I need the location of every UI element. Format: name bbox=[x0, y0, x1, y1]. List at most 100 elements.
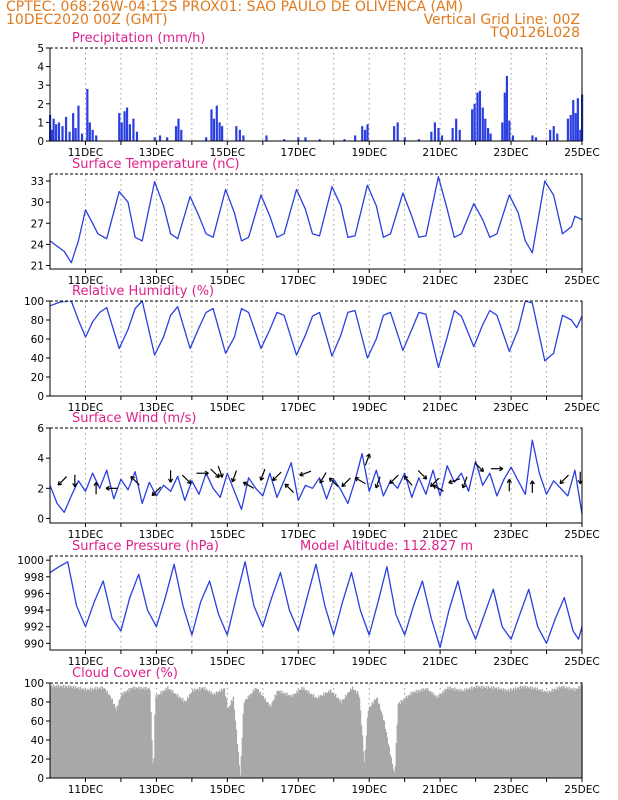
precip-bar bbox=[221, 126, 224, 141]
cloud-bar bbox=[517, 687, 520, 778]
rh-y-tick-label: 0 bbox=[37, 391, 44, 403]
rh-x-tick-label: 23DEC bbox=[493, 402, 528, 414]
wind-arrow-head bbox=[374, 483, 377, 489]
cloud-bar bbox=[300, 689, 302, 778]
cloud-bar bbox=[439, 693, 441, 778]
cloud-bar bbox=[431, 694, 433, 778]
pres-x-tick-label: 21DEC bbox=[422, 656, 457, 668]
cloud-bar bbox=[54, 686, 57, 778]
precip-bar bbox=[576, 98, 579, 141]
cloud-bar bbox=[533, 688, 536, 778]
precip-bar bbox=[128, 124, 131, 141]
cloud-bar bbox=[474, 686, 476, 778]
cloud-bar bbox=[299, 689, 301, 778]
precip-bar bbox=[210, 109, 213, 141]
wind-direction-arrow bbox=[57, 476, 68, 486]
wind-direction-arrow bbox=[403, 475, 413, 486]
wind-arrow-head bbox=[105, 485, 110, 489]
cloud-bar bbox=[339, 699, 342, 778]
precip-bar bbox=[265, 135, 268, 141]
precip-bar bbox=[74, 127, 77, 141]
cloud-bar bbox=[434, 694, 436, 778]
cloud-bar bbox=[456, 688, 458, 778]
cloud-bar bbox=[144, 690, 146, 778]
cloud-bar bbox=[275, 695, 277, 778]
cloud-bar bbox=[573, 687, 575, 778]
pres-frame bbox=[49, 555, 583, 651]
cloud-bar bbox=[104, 688, 107, 778]
cloud-bar bbox=[553, 688, 555, 778]
cloud-bar bbox=[384, 729, 387, 778]
wind-arrow-head bbox=[299, 471, 303, 476]
cloud-bar bbox=[200, 687, 203, 778]
cloud-bar bbox=[421, 691, 423, 778]
cloud-bar bbox=[290, 697, 292, 778]
temp-x-tick-label: 15DEC bbox=[210, 275, 245, 287]
precip-bar bbox=[361, 126, 364, 141]
pres-panel bbox=[46, 555, 583, 654]
precip-panel bbox=[46, 47, 584, 145]
precip-bar bbox=[242, 135, 245, 141]
precip-bar bbox=[458, 129, 461, 141]
wind-arrow-shaft bbox=[299, 470, 312, 476]
cloud-bar bbox=[108, 694, 110, 778]
cloud-bar bbox=[174, 693, 176, 778]
cloud-bar bbox=[343, 698, 346, 778]
cloud-bar bbox=[575, 688, 577, 778]
precip-bar bbox=[503, 92, 506, 141]
wind-arrow-shaft bbox=[364, 453, 371, 466]
cloud-bar bbox=[69, 685, 72, 778]
rh-title: Relative Humidity (%) bbox=[72, 284, 214, 299]
cloud-bar bbox=[544, 691, 546, 778]
cloud-bar bbox=[577, 688, 579, 778]
cloud-bar bbox=[510, 690, 513, 778]
cloud-bar bbox=[127, 691, 129, 778]
rh-frame bbox=[49, 300, 583, 397]
precip-bar bbox=[501, 122, 504, 141]
cloud-bar bbox=[324, 695, 326, 778]
cloud-bar bbox=[350, 690, 353, 778]
cloud-bar bbox=[228, 706, 231, 778]
cloud-bar bbox=[312, 696, 314, 778]
cloud-bar bbox=[199, 689, 202, 778]
cloud-bar bbox=[477, 688, 479, 778]
precip-bar bbox=[437, 127, 440, 141]
cloud-bar bbox=[71, 687, 74, 778]
wind-arrow-head bbox=[215, 475, 220, 479]
cloud-bar bbox=[212, 694, 215, 778]
cloud-bar bbox=[402, 699, 404, 778]
precip-y-tick-label: 0 bbox=[37, 136, 44, 148]
cloud-bar bbox=[171, 692, 173, 778]
wind-arrow-head bbox=[130, 475, 135, 479]
cloud-bar bbox=[76, 688, 79, 778]
wind-arrow-shaft bbox=[284, 483, 295, 493]
temp-x-tick-label: 13DEC bbox=[139, 275, 174, 287]
cloud-bar bbox=[364, 749, 367, 778]
cloud-bar bbox=[152, 763, 154, 778]
cloud-bar bbox=[249, 693, 251, 778]
cloud-bar bbox=[486, 689, 489, 778]
cloud-bar bbox=[441, 693, 443, 778]
wind-direction-arrow bbox=[474, 462, 484, 473]
cloud-bar bbox=[247, 695, 250, 778]
temp-series-line bbox=[49, 176, 583, 264]
cloud-bar bbox=[513, 690, 516, 778]
cloud-bar bbox=[494, 687, 497, 778]
cloud-bar bbox=[132, 689, 134, 778]
wind-x-tick-label: 13DEC bbox=[139, 529, 174, 541]
cloud-bar bbox=[369, 706, 372, 778]
cloud-bar bbox=[208, 690, 211, 778]
cloud-bar bbox=[245, 698, 248, 778]
cloud-bar bbox=[284, 692, 286, 778]
cloud-bar bbox=[333, 692, 335, 778]
cloud-bar bbox=[101, 686, 104, 778]
cloud-bar bbox=[340, 703, 343, 778]
cloud-bar bbox=[444, 688, 446, 778]
cloud-bar bbox=[433, 696, 435, 778]
cloud-bar bbox=[219, 692, 222, 778]
cloud-bar bbox=[323, 692, 325, 778]
cloud-bar bbox=[114, 707, 116, 778]
cloud-bar bbox=[480, 685, 483, 778]
cloud-x-tick-label: 13DEC bbox=[139, 784, 174, 796]
cloud-bar bbox=[281, 690, 283, 778]
